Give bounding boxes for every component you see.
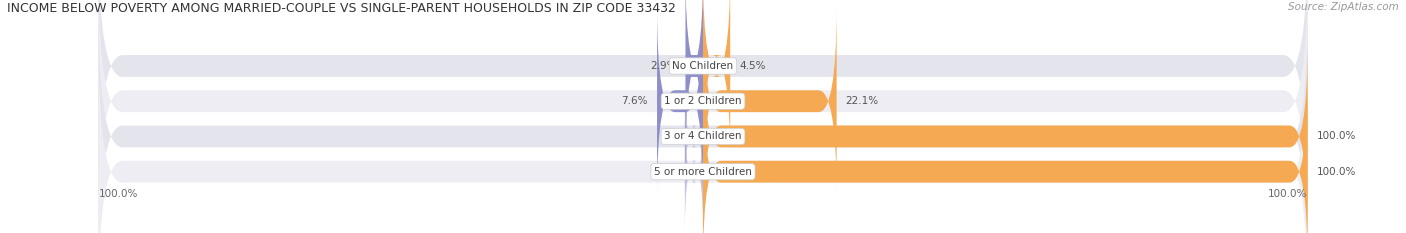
Text: 2.9%: 2.9% [650, 61, 676, 71]
FancyBboxPatch shape [703, 0, 730, 161]
FancyBboxPatch shape [98, 42, 1308, 233]
Text: 22.1%: 22.1% [845, 96, 879, 106]
Text: 100.0%: 100.0% [1316, 167, 1355, 177]
FancyBboxPatch shape [703, 42, 1308, 231]
Text: 100.0%: 100.0% [1316, 131, 1355, 141]
Text: 5 or more Children: 5 or more Children [654, 167, 752, 177]
FancyBboxPatch shape [98, 7, 1308, 233]
Text: 3 or 4 Children: 3 or 4 Children [664, 131, 742, 141]
Text: 1 or 2 Children: 1 or 2 Children [664, 96, 742, 106]
Text: 7.6%: 7.6% [621, 96, 648, 106]
Text: Source: ZipAtlas.com: Source: ZipAtlas.com [1288, 2, 1399, 12]
FancyBboxPatch shape [98, 0, 1308, 196]
FancyBboxPatch shape [657, 7, 703, 196]
FancyBboxPatch shape [98, 0, 1308, 231]
Text: 0.0%: 0.0% [668, 131, 695, 141]
Text: INCOME BELOW POVERTY AMONG MARRIED-COUPLE VS SINGLE-PARENT HOUSEHOLDS IN ZIP COD: INCOME BELOW POVERTY AMONG MARRIED-COUPL… [7, 2, 676, 15]
Text: 0.0%: 0.0% [668, 167, 695, 177]
Text: 100.0%: 100.0% [1268, 189, 1308, 199]
Text: No Children: No Children [672, 61, 734, 71]
FancyBboxPatch shape [685, 0, 703, 161]
Text: 4.5%: 4.5% [740, 61, 766, 71]
FancyBboxPatch shape [703, 77, 1308, 233]
FancyBboxPatch shape [685, 77, 703, 196]
FancyBboxPatch shape [703, 7, 837, 196]
FancyBboxPatch shape [685, 112, 703, 231]
Text: 100.0%: 100.0% [98, 189, 138, 199]
